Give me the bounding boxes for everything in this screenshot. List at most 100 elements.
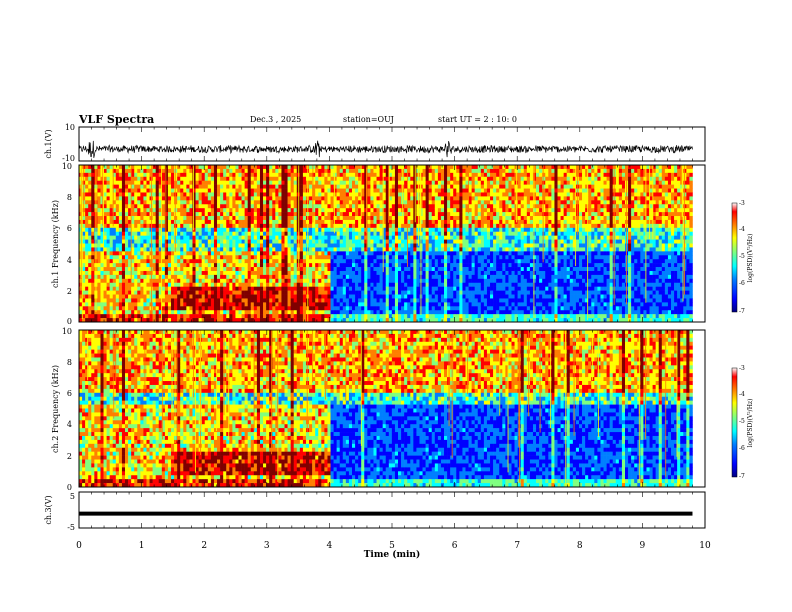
spectrogram-cell: [453, 243, 457, 248]
spectrogram-cell: [358, 223, 362, 229]
spectrogram-cell: [327, 172, 331, 178]
spectrogram-cell: [275, 219, 279, 225]
spectrogram-cell: [385, 204, 390, 209]
spectrogram-cell: [324, 286, 328, 291]
spectrogram-cell: [315, 231, 319, 236]
spectrogram-cell: [404, 278, 408, 284]
spectrogram-cell: [177, 172, 181, 178]
spectrogram-cell: [456, 196, 460, 201]
spectrogram-cell: [217, 188, 221, 193]
spectrogram-cell: [253, 219, 258, 225]
spectrogram-cell: [336, 302, 341, 307]
spectrogram-cell: [232, 231, 236, 236]
spectrogram-cell: [256, 255, 261, 260]
spectrogram-cell: [413, 247, 417, 252]
spectrogram-cell: [235, 231, 239, 236]
spectrogram-cell: [121, 180, 126, 185]
spectrogram-cell: [263, 314, 267, 319]
spectrogram-cell: [204, 168, 209, 174]
spectrogram-cell: [232, 286, 236, 291]
spectrogram-cell: [440, 298, 445, 303]
spectrogram-cell: [447, 223, 451, 229]
spectrogram-cell: [422, 219, 426, 225]
spectrogram-cell: [382, 231, 387, 236]
spectrogram-cell: [171, 168, 175, 174]
spectrogram-cell: [428, 318, 433, 323]
spectrogram-cell: [315, 223, 319, 229]
spectrogram-cell: [367, 200, 371, 205]
spectrogram-cell: [143, 290, 147, 295]
spectrogram-cell: [318, 204, 322, 209]
spectrogram-cell: [364, 267, 368, 272]
ch1-waveform-trace: [78, 140, 693, 158]
spectrogram-cell: [431, 298, 436, 303]
spectrogram-cell: [201, 247, 206, 252]
spectrogram-cell: [444, 219, 448, 225]
spectrogram-cell: [342, 212, 347, 217]
spectrogram-cell: [223, 302, 227, 307]
spectrogram-cell: [345, 219, 350, 225]
spectrogram-cell: [183, 310, 187, 315]
spectrogram-cell: [278, 235, 282, 240]
spectrogram-cell: [88, 274, 92, 280]
spectrogram-cell: [318, 223, 322, 229]
spectrogram-cell: [407, 227, 411, 233]
spectrogram-cell: [198, 188, 202, 193]
spectrogram-cell: [94, 310, 98, 315]
spectrogram-cell: [204, 219, 209, 225]
spectrogram-cell: [143, 239, 147, 244]
spectrogram-cell: [293, 294, 298, 299]
spectrogram-cell: [355, 239, 359, 244]
spectrogram-cell: [278, 255, 282, 260]
spectrogram-cell: [370, 274, 374, 280]
spectrogram-cell: [275, 263, 279, 268]
spectrogram-cell: [275, 306, 279, 311]
spectrogram-cell: [376, 192, 380, 197]
spectrogram-cell: [241, 196, 245, 201]
spectrogram-cell: [296, 270, 301, 276]
spectrogram-cell: [388, 208, 393, 213]
spectrogram-cell: [370, 216, 374, 221]
spectrogram-cell: [339, 168, 344, 174]
spectrogram-cell: [339, 227, 344, 233]
spectrogram-cell: [391, 227, 396, 233]
spectrogram-cell: [440, 306, 445, 311]
spectrogram-cell: [161, 208, 166, 213]
spectrogram-cell: [278, 165, 282, 170]
spectrogram-cell: [106, 165, 110, 170]
spectrogram-cell: [171, 239, 175, 244]
spectrogram-cell: [348, 235, 353, 240]
spectrogram-cell: [437, 184, 442, 189]
spectrogram-cell: [382, 168, 387, 174]
spectrogram-cell: [284, 282, 288, 287]
spectrogram-cell: [195, 247, 199, 252]
spectrogram-cell: [143, 188, 147, 193]
spectrogram-cell: [121, 208, 126, 213]
spectrogram-cell: [259, 255, 264, 260]
spectrogram-cell: [112, 192, 117, 197]
spectrogram-cell: [164, 247, 169, 252]
spectrogram-cell: [192, 216, 196, 221]
spectrogram-cell: [272, 318, 276, 323]
spectrogram-cell: [302, 290, 307, 295]
spectrogram-cell: [226, 267, 230, 272]
spectrogram-cell: [345, 274, 350, 280]
spectrogram-cell: [244, 176, 249, 181]
spectrogram-cell: [324, 184, 328, 189]
spectrogram-cell: [312, 200, 316, 205]
spectrogram-cell: [324, 310, 328, 315]
spectrogram-cell: [407, 223, 411, 229]
spectrogram-cell: [229, 274, 233, 280]
spectrogram-cell: [348, 239, 353, 244]
spectrogram-cell: [85, 251, 89, 256]
spectrogram-cell: [128, 168, 132, 174]
spectrogram-cell: [410, 306, 414, 311]
spectrogram-cell: [115, 192, 120, 197]
spectrogram-cell: [379, 239, 383, 244]
spectrogram-cell: [296, 294, 301, 299]
spectrogram-cell: [137, 318, 141, 323]
spectrogram-cell: [404, 310, 408, 315]
spectrogram-cell: [192, 192, 196, 197]
spectrogram-cell: [244, 165, 249, 170]
spectrogram-cell: [444, 168, 448, 174]
